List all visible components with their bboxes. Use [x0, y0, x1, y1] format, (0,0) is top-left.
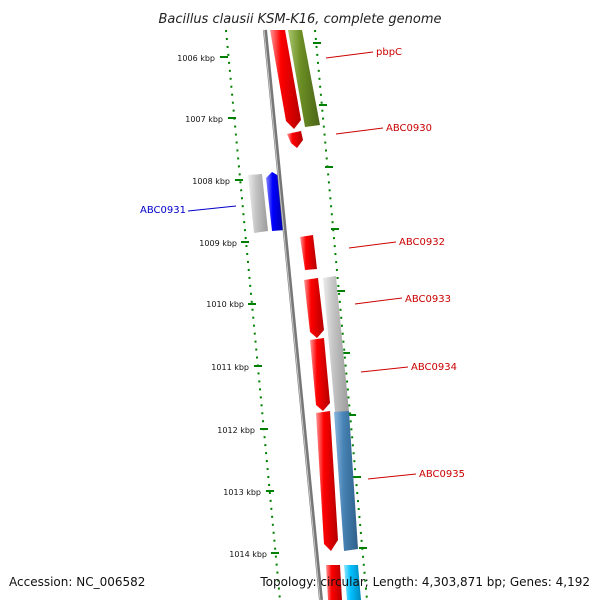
gene-ABC0934[interactable]: [310, 338, 330, 411]
steel-feature-ABC0935: [334, 411, 358, 551]
label-ABC0931: ABC0931: [140, 205, 186, 216]
genome-backbone: [263, 29, 323, 600]
reverse-feature-grey: [248, 174, 268, 233]
gene-ABC0931[interactable]: [266, 172, 285, 231]
gene-ABC0932[interactable]: [300, 235, 317, 270]
genome-summary-text: Topology: circular; Length: 4,303,871 bp…: [260, 575, 590, 589]
tick-label-1011: 1011 kbp: [211, 363, 249, 372]
label-ABC0935: ABC0935: [419, 469, 465, 480]
callout-ABC0933: [354, 297, 403, 305]
cyan-feature-next: [344, 565, 361, 600]
label-ABC0934: ABC0934: [411, 362, 457, 373]
tick-label-1007: 1007 kbp: [185, 115, 223, 124]
label-ABC0933: ABC0933: [405, 294, 451, 305]
genome-backbone-highlight: [263, 29, 321, 600]
tick-label-1013: 1013 kbp: [223, 488, 261, 497]
map-title: Bacillus clausii KSM-K16, complete genom…: [158, 12, 441, 27]
tick-label-1014: 1014 kbp: [229, 550, 267, 559]
label-ABC0932: ABC0932: [399, 237, 445, 248]
label-ABC0930: ABC0930: [386, 123, 432, 134]
tick-label-1006: 1006 kbp: [177, 54, 215, 63]
gene-pbpC[interactable]: [270, 30, 301, 129]
accession-text: Accession: NC_006582: [9, 575, 146, 589]
gene-ABC0933[interactable]: [304, 278, 324, 338]
label-pbpC: pbpC: [376, 47, 402, 58]
callout-pbpC: [325, 51, 374, 59]
grey-feature-ABC0933: [323, 276, 349, 412]
gene-ABC0935[interactable]: [316, 411, 338, 551]
callout-ABC0935: [367, 473, 417, 480]
gene-ABC0930[interactable]: [287, 131, 303, 148]
callout-ABC0932: [348, 241, 397, 249]
tick-label-1010: 1010 kbp: [206, 300, 244, 309]
callout-ABC0931: [187, 205, 237, 212]
callout-ABC0934: [360, 366, 409, 373]
scale-ticks: [220, 42, 367, 554]
tick-label-1008: 1008 kbp: [192, 177, 230, 186]
tick-label-1012: 1012 kbp: [217, 426, 255, 435]
pbpC-partner-feature: [288, 30, 320, 127]
tick-label-1009: 1009 kbp: [199, 239, 237, 248]
gene-next-forward[interactable]: [326, 565, 342, 600]
callout-ABC0930: [335, 127, 384, 135]
